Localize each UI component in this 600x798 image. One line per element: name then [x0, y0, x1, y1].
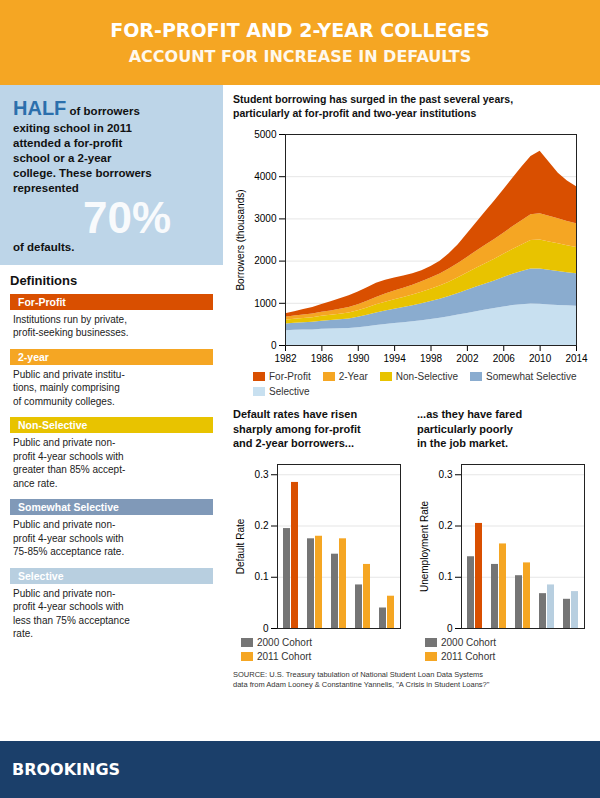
- svg-text:2006: 2006: [493, 353, 516, 364]
- svg-text:0.1: 0.1: [255, 572, 269, 583]
- svg-text:1000: 1000: [254, 298, 277, 309]
- html-text:70%: 70%: [83, 192, 172, 242]
- html-text:Selective: Selective: [18, 569, 64, 582]
- svg-text:0.3: 0.3: [255, 469, 269, 480]
- svg-text:4000: 4000: [254, 171, 277, 182]
- html-text:Public and private non- profit: Public and private non- profit 4-year sc…: [13, 519, 125, 558]
- html-text:Non-Selective: Non-Selective: [395, 371, 458, 383]
- svg-text:2000: 2000: [254, 256, 277, 267]
- svg-text:0.2: 0.2: [439, 520, 453, 531]
- svg-text:0: 0: [271, 340, 277, 351]
- html-text:Definitions: Definitions: [10, 272, 78, 288]
- html-text:Somewhat Selective: Somewhat Selective: [18, 501, 119, 514]
- svg-text:1982: 1982: [274, 353, 297, 364]
- svg-text:3000: 3000: [254, 213, 277, 224]
- svg-text:0.1: 0.1: [439, 572, 453, 583]
- html-text:2011 Cohort: 2011 Cohort: [257, 651, 312, 663]
- html-text:ACCOUNT FOR INCREASE IN DEFAUL: ACCOUNT FOR INCREASE IN DEFAULTS: [128, 47, 472, 66]
- html-text:Somewhat Selective: Somewhat Selective: [486, 371, 577, 383]
- html-text:2-Year: 2-Year: [338, 371, 368, 383]
- html-text:2000 Cohort: 2000 Cohort: [441, 637, 496, 649]
- html-text:2011 Cohort: 2011 Cohort: [441, 651, 496, 663]
- html-text:Non-Selective: Non-Selective: [18, 419, 88, 432]
- svg-text:Borrowers (thousands): Borrowers (thousands): [235, 190, 246, 291]
- html-text:SOURCE: U.S. Treasury tabulati: SOURCE: U.S. Treasury tabulation of Nati…: [233, 670, 490, 690]
- svg-text:1998: 1998: [420, 353, 443, 364]
- html-text:Public and private non- profit: Public and private non- profit 4-year sc…: [13, 437, 126, 489]
- svg-text:Default Rate: Default Rate: [235, 519, 246, 575]
- html-text:FOR-PROFIT AND 2-YEAR COLLEGES: FOR-PROFIT AND 2-YEAR COLLEGES: [110, 19, 490, 41]
- html-text:2-year: 2-year: [18, 350, 49, 363]
- svg-text:0: 0: [447, 623, 453, 634]
- svg-text:1990: 1990: [347, 353, 370, 364]
- svg-text:5000: 5000: [254, 129, 277, 140]
- html-text:Public and private non- profit: Public and private non- profit 4-year sc…: [13, 587, 130, 640]
- html-text:of defaults.: of defaults.: [13, 240, 75, 253]
- html-text:Institutions run by private, p: Institutions run by private, profit-seek…: [13, 313, 129, 339]
- html-text:Default rates have risen sharp: Default rates have risen sharply among f…: [233, 408, 361, 449]
- html-text:2000 Cohort: 2000 Cohort: [257, 637, 312, 649]
- svg-text:Unemployment Rate: Unemployment Rate: [419, 501, 430, 593]
- svg-text:0.3: 0.3: [439, 469, 453, 480]
- html-text:Public and private institu- ti: Public and private institu- tions, mainl…: [13, 368, 125, 407]
- svg-text:2010: 2010: [529, 353, 552, 364]
- svg-text:1986: 1986: [311, 353, 334, 364]
- html-text:HALFof borrowers exiting schoo: HALFof borrowers exiting school in 2011 …: [13, 97, 152, 194]
- svg-text:2014: 2014: [565, 353, 588, 364]
- html-text:BROOKINGS: BROOKINGS: [12, 760, 121, 779]
- svg-text:2002: 2002: [456, 353, 479, 364]
- html-text:For-Profit: For-Profit: [18, 295, 66, 308]
- svg-text:0: 0: [263, 623, 269, 634]
- html-text:...as they have fared particul: ...as they have fared particularly poorl…: [417, 408, 523, 449]
- html-text:Selective: Selective: [269, 386, 310, 398]
- html-text:For-Profit: For-Profit: [269, 371, 311, 383]
- html-text:Student borrowing has surged i: Student borrowing has surged in the past…: [233, 93, 514, 119]
- svg-text:0.2: 0.2: [255, 520, 269, 531]
- svg-text:1994: 1994: [384, 353, 407, 364]
